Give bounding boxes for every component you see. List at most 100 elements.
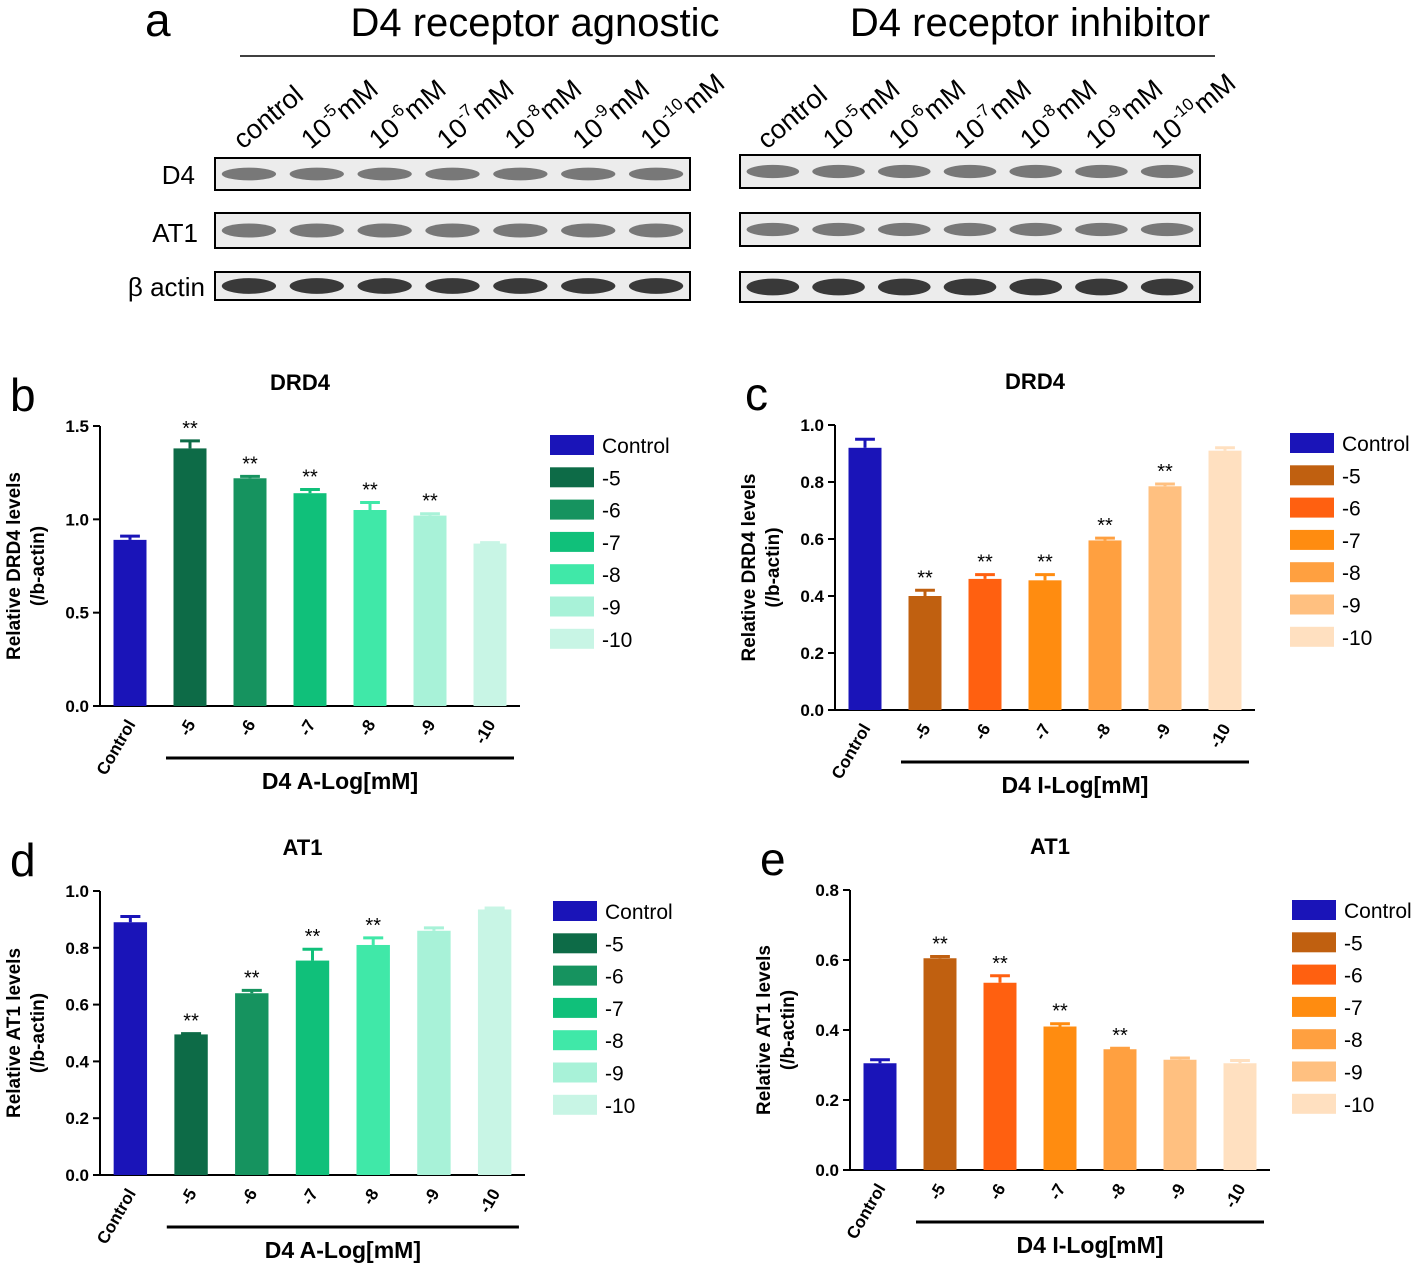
lane-unit: mM (1188, 68, 1242, 120)
y-tick-label: 0.2 (815, 1091, 839, 1110)
legend-label: -9 (1342, 595, 1361, 618)
legend-label: -10 (602, 629, 632, 652)
panel-letter: e (760, 833, 786, 885)
lane-unit: mM (983, 74, 1037, 126)
x-tick-label: -6 (235, 717, 259, 740)
bar (293, 493, 327, 706)
lane-label: control (751, 80, 832, 155)
legend-label: -10 (1342, 627, 1372, 650)
lane-label: 10-5mM (293, 71, 383, 154)
x-tick-label: -6 (985, 1181, 1009, 1204)
x-tick-label: -7 (1030, 721, 1054, 744)
y-tick-label: 0.6 (800, 530, 824, 549)
legend-label: -7 (1344, 997, 1363, 1020)
bar (1103, 1049, 1137, 1170)
blot-band (812, 222, 865, 237)
legend-swatch (1290, 529, 1334, 550)
y-axis-label: Relative AT1 levels (4, 948, 25, 1118)
bar (968, 578, 1002, 710)
bar (477, 909, 512, 1175)
lane-label: 10-10mM (633, 65, 731, 154)
bar (848, 447, 882, 710)
blot-band (289, 278, 344, 294)
x-tick-label: -8 (359, 1186, 383, 1209)
lane-unit: mM (852, 74, 906, 126)
panel-letter: d (10, 834, 36, 886)
legend-swatch (553, 1030, 597, 1051)
significance: ** (182, 418, 198, 440)
legend-swatch (553, 901, 597, 921)
y-tick-label: 0.6 (815, 951, 839, 970)
bar (863, 1063, 897, 1170)
group-title: D4 receptor inhibitor (850, 1, 1210, 45)
y-tick-label: 0.8 (65, 939, 89, 958)
y-tick-label: 0.0 (65, 1166, 89, 1185)
legend-label: -9 (605, 1063, 624, 1086)
lane-unit: mM (1049, 74, 1103, 126)
bar (1223, 1063, 1257, 1170)
blot-band (357, 278, 412, 294)
legend-label: -7 (605, 998, 624, 1021)
x-tick-label: -5 (910, 721, 934, 744)
bar (295, 960, 330, 1175)
significance: ** (242, 453, 258, 475)
legend-swatch (1292, 932, 1336, 953)
legend-swatch (550, 435, 594, 455)
x-tick-label: -7 (298, 1186, 322, 1209)
lane-label: 10-10mM (1144, 65, 1242, 154)
significance: ** (1052, 1001, 1068, 1023)
row-label: β actin (128, 272, 205, 302)
blot-band (289, 223, 344, 238)
legend-swatch (1292, 900, 1336, 920)
blot-band (812, 278, 865, 296)
x-tick-label: -8 (355, 717, 379, 740)
bar (235, 993, 269, 1175)
bar (113, 922, 148, 1175)
significance: ** (183, 1011, 199, 1033)
x-tick-label: -7 (1045, 1181, 1069, 1204)
legend-label: -9 (602, 597, 621, 620)
blot-band (943, 278, 997, 296)
panel-letter: b (10, 369, 36, 421)
bar (356, 944, 390, 1175)
legend-swatch (553, 997, 597, 1018)
y-tick-label: 1.0 (65, 882, 89, 901)
y-tick-label: 0.0 (65, 697, 89, 716)
y-tick-label: 1.0 (800, 416, 824, 435)
x-tick-label: -10 (1221, 1181, 1250, 1212)
y-tick-label: 0.4 (800, 587, 824, 606)
legend-swatch (1290, 465, 1334, 486)
blot-band (357, 167, 412, 181)
legend-swatch (553, 1062, 597, 1083)
significance: ** (977, 552, 993, 574)
legend-label: -5 (605, 933, 624, 956)
legend-label: -10 (605, 1095, 635, 1118)
x-tick-label: -9 (419, 1186, 443, 1209)
significance: ** (1097, 515, 1113, 537)
lane-unit: mM (601, 74, 655, 126)
significance: ** (302, 466, 318, 488)
blot-band (425, 167, 480, 181)
x-tick-label: Control (93, 717, 140, 779)
legend-swatch (550, 596, 594, 617)
x-tick-label: -7 (295, 717, 319, 740)
x-tick-label: -9 (1150, 721, 1174, 744)
lane-label: 10-9mM (565, 71, 655, 154)
y-tick-label: 0.0 (815, 1161, 839, 1180)
legend-swatch (1290, 626, 1334, 647)
significance: ** (932, 934, 948, 956)
legend-swatch (553, 965, 597, 986)
blot-band (357, 223, 412, 238)
x-tick-label: -9 (1165, 1181, 1189, 1204)
blot-band (493, 278, 548, 294)
blot-band (628, 223, 684, 238)
chart-title: DRD4 (1005, 369, 1066, 394)
bar (1088, 540, 1122, 710)
legend-label: Control (605, 901, 673, 924)
row-label: AT1 (152, 218, 198, 248)
blot-band (1075, 164, 1128, 179)
lane-unit: mM (917, 74, 971, 126)
significance: ** (1037, 552, 1053, 574)
legend-label: Control (1344, 900, 1412, 923)
